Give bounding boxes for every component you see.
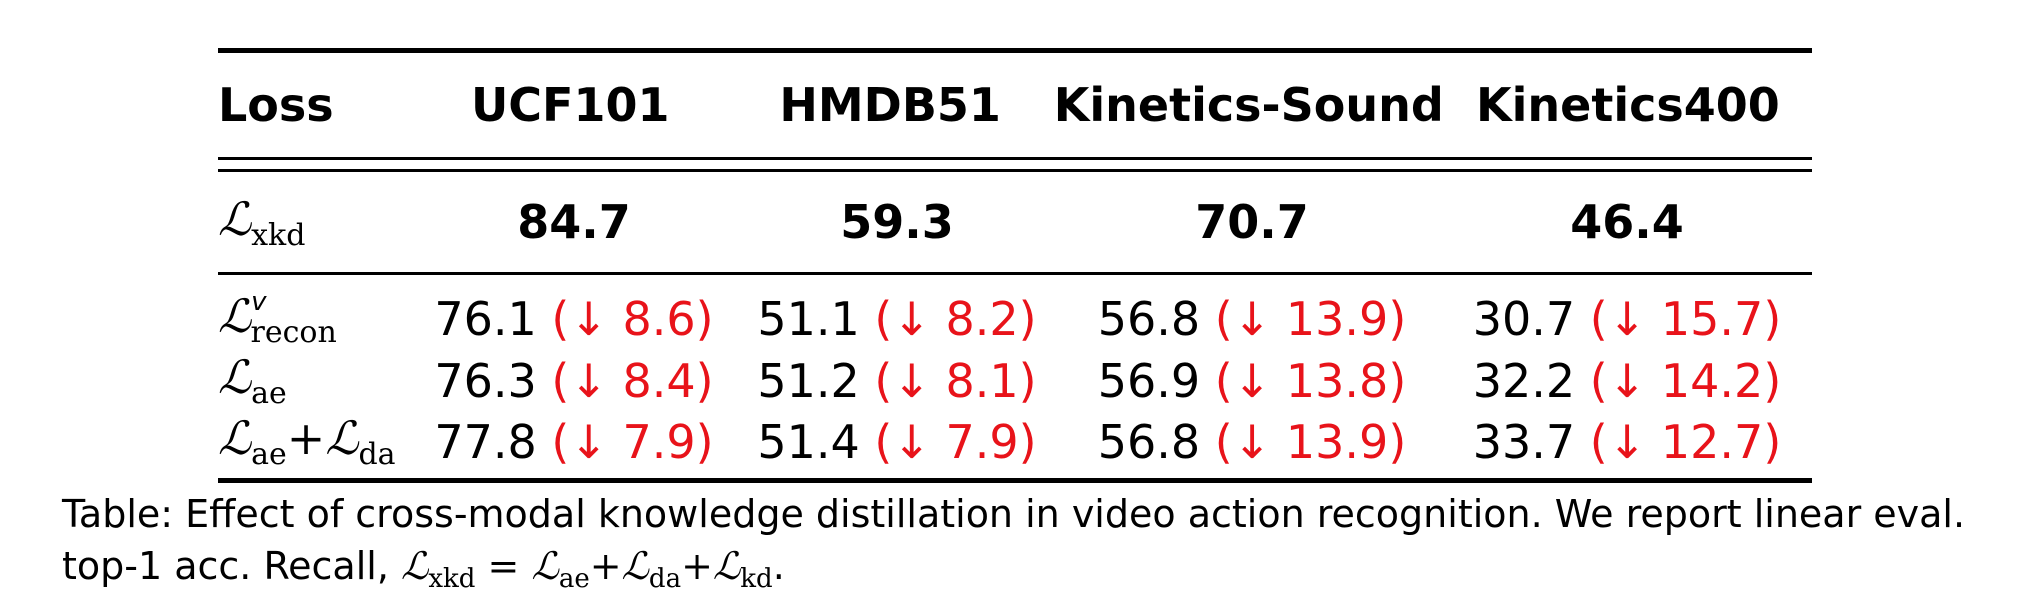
score-value: 56.8 bbox=[1097, 414, 1201, 469]
plus-sign: + bbox=[286, 411, 326, 465]
header-dataset: HMDB51 bbox=[779, 78, 1001, 132]
caption-text: Table: Effect of cross-modal knowledge d… bbox=[62, 492, 1966, 588]
score-drop: (↓ 8.1) bbox=[874, 353, 1037, 408]
caption-loss-symbol: ℒ bbox=[712, 544, 741, 588]
score-cell: 56.9 (↓ 13.8) bbox=[1062, 350, 1442, 411]
loss-symbol: ℒ bbox=[218, 411, 252, 465]
ablation-row-ae-da: ℒae+ℒda 77.8 (↓ 7.9) 51.4 (↓ 7.9) 56.8 (… bbox=[218, 411, 1812, 478]
score-value: 33.7 bbox=[1472, 414, 1576, 469]
caption-equals: = bbox=[475, 544, 532, 588]
loss-symbol: ℒ bbox=[218, 191, 252, 246]
score-cell: 84.7 bbox=[517, 195, 631, 249]
score-cell: 76.1 (↓ 8.6) bbox=[416, 275, 732, 350]
score-cell: 76.3 (↓ 8.4) bbox=[416, 350, 732, 411]
results-table: Loss UCF101 HMDB51 Kinetics-Sound Kineti… bbox=[218, 48, 1812, 483]
header-loss: Loss bbox=[218, 78, 334, 132]
mid-rule bbox=[218, 272, 1812, 275]
score-cell: 46.4 bbox=[1570, 195, 1684, 249]
score-cell: 56.8 (↓ 13.9) bbox=[1062, 411, 1442, 478]
caption-loss-symbol: ℒ bbox=[401, 544, 429, 588]
score-drop: (↓ 13.9) bbox=[1214, 291, 1407, 346]
score-drop: (↓ 7.9) bbox=[551, 414, 714, 469]
score-cell: 70.7 bbox=[1195, 195, 1309, 249]
ablation-row-recon: ℒvrecon 76.1 (↓ 8.6) 51.1 (↓ 8.2) 56.8 (… bbox=[218, 275, 1812, 350]
loss-symbol: ℒ bbox=[325, 411, 359, 465]
score-drop: (↓ 13.9) bbox=[1214, 414, 1407, 469]
score-cell: 56.8 (↓ 13.9) bbox=[1062, 275, 1442, 350]
score-value: 51.4 bbox=[757, 414, 860, 469]
score-cell: 30.7 (↓ 15.7) bbox=[1442, 275, 1812, 350]
score-value: 51.1 bbox=[757, 291, 860, 346]
loss-subscript: xkd bbox=[251, 217, 306, 253]
loss-subscript: da bbox=[358, 437, 396, 472]
caption-loss-symbol: ℒ bbox=[531, 544, 559, 588]
score-cell: 32.2 (↓ 14.2) bbox=[1442, 350, 1812, 411]
loss-subscript: recon bbox=[250, 315, 337, 350]
score-cell: 51.1 (↓ 8.2) bbox=[732, 275, 1062, 350]
score-cell: 51.2 (↓ 8.1) bbox=[732, 350, 1062, 411]
header-row: Loss UCF101 HMDB51 Kinetics-Sound Kineti… bbox=[218, 53, 1812, 157]
ablation-row-ae: ℒae 76.3 (↓ 8.4) 51.2 (↓ 8.1) 56.9 (↓ 13… bbox=[218, 350, 1812, 411]
score-drop: (↓ 7.9) bbox=[874, 414, 1037, 469]
caption-plus: + bbox=[589, 544, 622, 588]
score-drop: (↓ 8.6) bbox=[551, 291, 714, 346]
header-dataset: Kinetics400 bbox=[1475, 78, 1780, 132]
caption-loss-symbol: ℒ bbox=[621, 544, 649, 588]
loss-superscript: v bbox=[251, 287, 267, 317]
score-drop: (↓ 14.2) bbox=[1589, 353, 1782, 408]
score-drop: (↓ 8.2) bbox=[874, 291, 1037, 346]
bottom-rule bbox=[218, 478, 1812, 483]
loss-subscript: ae bbox=[251, 437, 287, 472]
score-drop: (↓ 15.7) bbox=[1589, 291, 1782, 346]
score-value: 76.1 bbox=[434, 291, 537, 346]
xkd-row: ℒxkd 84.7 59.3 70.7 46.4 bbox=[218, 172, 1812, 272]
header-double-rule bbox=[218, 157, 1812, 172]
caption-end: . bbox=[772, 544, 785, 588]
score-drop: (↓ 12.7) bbox=[1589, 414, 1782, 469]
score-value: 77.8 bbox=[434, 414, 537, 469]
score-value: 76.3 bbox=[434, 353, 537, 408]
score-value: 30.7 bbox=[1472, 291, 1576, 346]
score-cell: 77.8 (↓ 7.9) bbox=[416, 411, 732, 478]
score-cell: 33.7 (↓ 12.7) bbox=[1442, 411, 1812, 478]
table-caption: Table: Effect of cross-modal knowledge d… bbox=[62, 488, 1982, 605]
header-dataset: UCF101 bbox=[470, 78, 670, 132]
results-grid: Loss UCF101 HMDB51 Kinetics-Sound Kineti… bbox=[218, 53, 1812, 157]
caption-subscript: xkd bbox=[428, 564, 476, 594]
loss-label: ℒae+ℒda bbox=[218, 411, 416, 478]
score-cell: 59.3 bbox=[840, 195, 954, 249]
loss-label: ℒae bbox=[218, 350, 416, 411]
score-value: 51.2 bbox=[757, 353, 860, 408]
loss-symbol: ℒ bbox=[218, 350, 252, 404]
header-dataset: Kinetics-Sound bbox=[1053, 78, 1444, 132]
score-cell: 51.4 (↓ 7.9) bbox=[732, 411, 1062, 478]
loss-symbol: ℒ bbox=[218, 289, 252, 343]
score-value: 32.2 bbox=[1472, 353, 1576, 408]
score-drop: (↓ 8.4) bbox=[551, 353, 714, 408]
loss-label: ℒvrecon bbox=[218, 275, 416, 350]
top-rule bbox=[218, 48, 1812, 53]
ablation-grid: ℒvrecon 76.1 (↓ 8.6) 51.1 (↓ 8.2) 56.8 (… bbox=[218, 275, 1812, 478]
caption-subscript: ae bbox=[558, 564, 590, 594]
loss-subscript: ae bbox=[251, 376, 287, 411]
score-value: 56.8 bbox=[1097, 291, 1201, 346]
caption-plus: + bbox=[681, 544, 713, 588]
score-drop: (↓ 13.8) bbox=[1214, 353, 1407, 408]
score-value: 56.9 bbox=[1097, 353, 1201, 408]
loss-label: ℒxkd bbox=[218, 172, 416, 272]
main-result-grid: ℒxkd 84.7 59.3 70.7 46.4 bbox=[218, 172, 1812, 272]
caption-subscript: da bbox=[648, 564, 682, 594]
caption-subscript: kd bbox=[740, 564, 773, 594]
